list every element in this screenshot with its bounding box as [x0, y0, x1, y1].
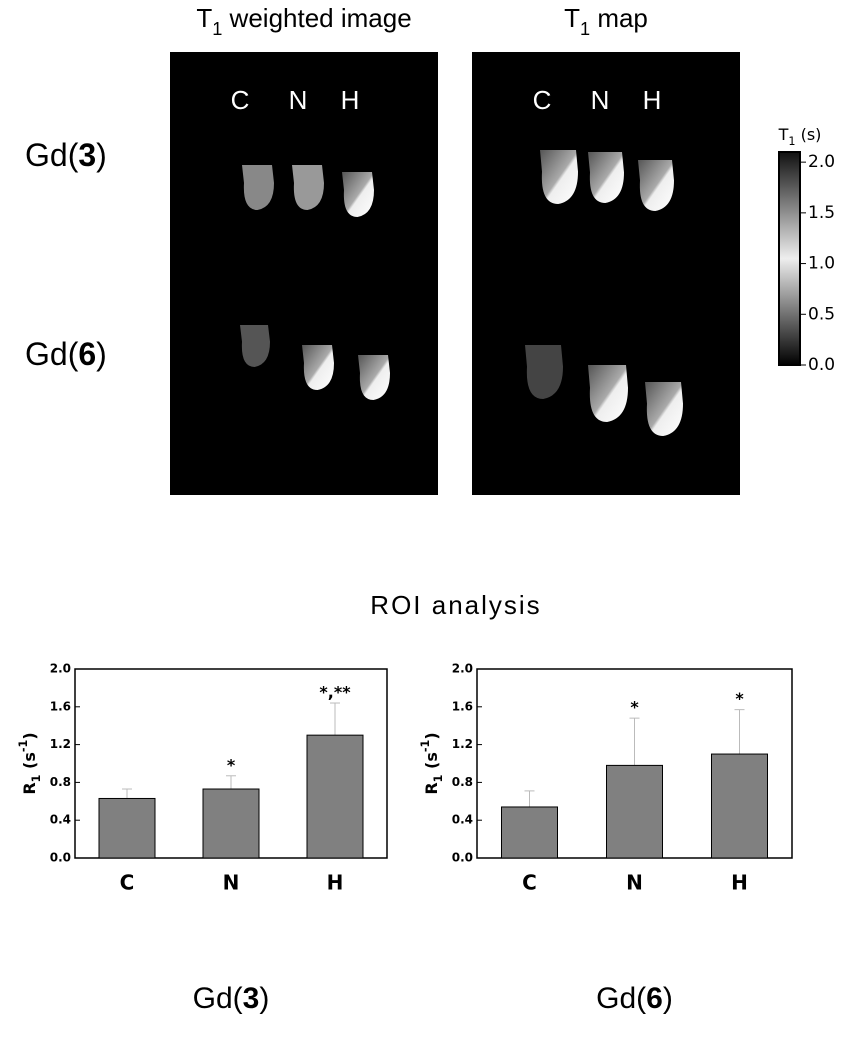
x-axis-label-part: )	[259, 982, 269, 1015]
y-axis-label: R1 (s-1)	[17, 732, 43, 794]
x-axis-label-part: 3	[243, 982, 260, 1015]
bar	[711, 753, 768, 859]
colorbar-label-part: T	[778, 125, 789, 144]
bar	[306, 734, 364, 859]
bar	[98, 797, 156, 859]
y-tick-label: 0.8	[50, 775, 71, 789]
colorbar	[778, 151, 801, 366]
y-tick-label: 2.0	[452, 662, 473, 676]
x-tick-label: N	[626, 871, 643, 895]
column-title-part: 1	[580, 19, 590, 39]
y-tick-label: 0.4	[452, 813, 473, 827]
bar	[501, 806, 558, 859]
column-title-part: T	[564, 3, 580, 33]
x-tick-label: C	[522, 871, 537, 895]
section-title: ROI analysis	[370, 590, 541, 620]
colorbar-tick-label: 1.0	[808, 254, 835, 274]
y-tick-label: 0.0	[452, 851, 473, 865]
y-axis-label-part: R	[422, 782, 441, 794]
row-label-part: Gd(	[25, 336, 79, 372]
tube	[588, 152, 624, 203]
y-axis-label-part: 1	[30, 774, 43, 782]
column-title: T1 map	[564, 3, 648, 39]
x-axis-label-part: Gd(	[193, 982, 243, 1015]
x-axis-label-part: Gd(	[596, 982, 646, 1015]
y-axis-label: R1 (s-1)	[419, 732, 445, 794]
row-label-part: )	[96, 137, 107, 173]
colorbar-label-part: 1	[788, 135, 795, 148]
tube	[525, 345, 563, 399]
y-axis-label-part: (s	[20, 752, 39, 774]
y-tick-label: 0.0	[50, 851, 71, 865]
tube	[358, 355, 390, 400]
x-axis-label: Gd(3)	[193, 982, 270, 1015]
y-axis-label-part: 1	[432, 774, 445, 782]
y-axis-label-part: R	[20, 782, 39, 794]
tube	[292, 165, 324, 210]
tube	[342, 172, 374, 217]
tube	[645, 382, 683, 436]
row-label-part: )	[96, 336, 107, 372]
tube	[302, 345, 334, 390]
significance: *,**	[319, 683, 351, 702]
column-title-part: 1	[212, 19, 222, 39]
x-tick-label: H	[327, 871, 344, 895]
bar	[202, 788, 260, 859]
y-axis-label-part: )	[422, 732, 441, 739]
lane-label: C	[231, 85, 250, 115]
y-tick-label: 1.2	[452, 737, 473, 751]
x-tick-label: N	[223, 871, 240, 895]
colorbar-label-part: (s)	[796, 125, 822, 144]
x-axis-label: Gd(6)	[596, 982, 673, 1015]
row-label-part: 6	[78, 336, 96, 372]
lane-label: N	[289, 85, 308, 115]
y-tick-label: 1.6	[452, 699, 473, 713]
tube	[242, 165, 274, 210]
tube	[540, 150, 578, 204]
tube	[638, 160, 674, 211]
mri-image	[170, 52, 438, 495]
lane-label: C	[533, 85, 552, 115]
significance: *	[735, 689, 744, 708]
row-label-part: Gd(	[25, 137, 79, 173]
lane-label: H	[341, 85, 360, 115]
colorbar-tick-label: 0.0	[808, 355, 835, 375]
significance: *	[630, 698, 639, 717]
y-tick-label: 1.2	[50, 737, 71, 751]
y-tick-label: 0.4	[50, 813, 71, 827]
tube	[240, 325, 270, 367]
colorbar-tick-label: 0.5	[808, 304, 835, 324]
y-axis-label-part: (s	[422, 752, 441, 774]
x-axis-label-part: )	[663, 982, 673, 1015]
x-axis-label-part: 6	[646, 982, 663, 1015]
y-axis-label-part: )	[20, 732, 39, 739]
colorbar-tick-label: 2.0	[808, 152, 835, 172]
row-label: Gd(6)	[25, 336, 107, 372]
colorbar-label: T1 (s)	[778, 125, 822, 148]
column-title: T1 weighted image	[196, 3, 411, 39]
row-label: Gd(3)	[25, 137, 107, 173]
y-tick-label: 1.6	[50, 699, 71, 713]
column-title-part: map	[590, 3, 648, 33]
significance: *	[227, 755, 236, 774]
y-axis-label-part: -1	[419, 739, 432, 752]
bar	[606, 764, 663, 859]
y-tick-label: 2.0	[50, 662, 71, 676]
colorbar-tick-label: 1.5	[808, 203, 835, 223]
x-tick-label: H	[731, 871, 748, 895]
tube	[588, 365, 628, 422]
x-tick-label: C	[120, 871, 135, 895]
column-title-part: T	[196, 3, 212, 33]
column-title-part: weighted image	[222, 3, 411, 33]
y-tick-label: 0.8	[452, 775, 473, 789]
row-label-part: 3	[78, 137, 96, 173]
lane-label: H	[643, 85, 662, 115]
y-axis-label-part: -1	[17, 739, 30, 752]
lane-label: N	[591, 85, 610, 115]
mri-image	[472, 52, 740, 495]
